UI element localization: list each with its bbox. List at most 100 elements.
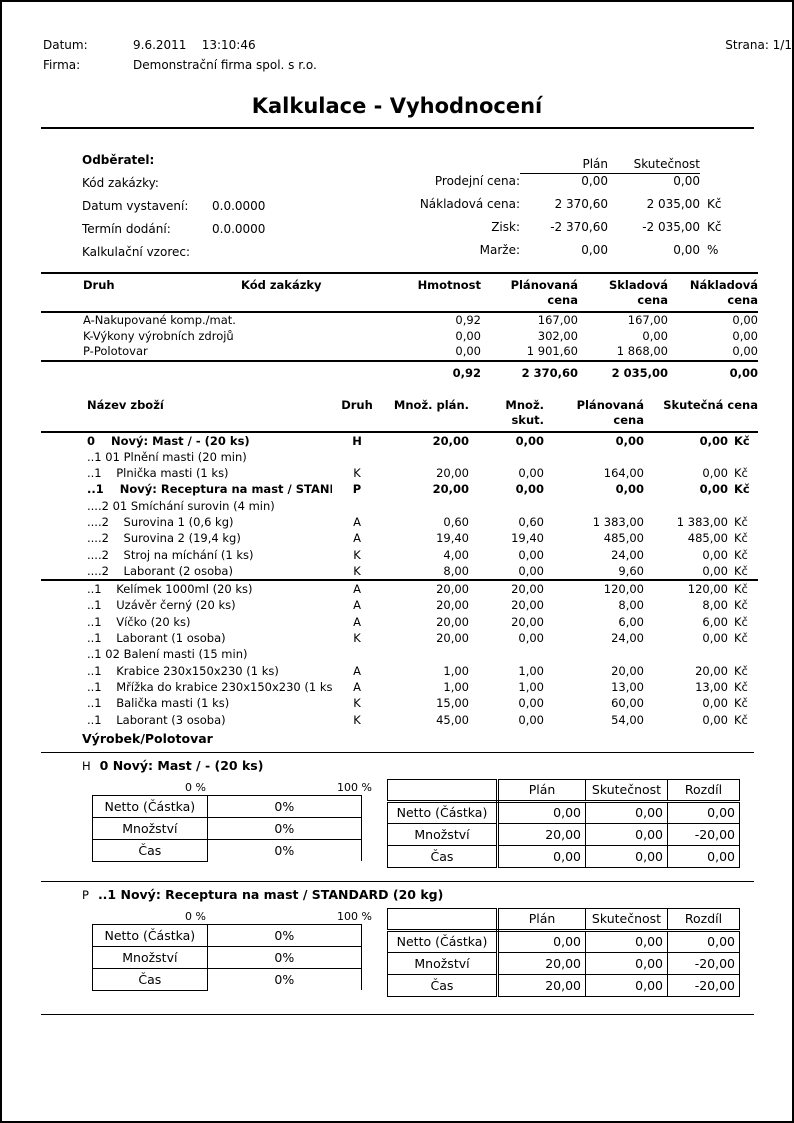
page-number: Strana: 1/1 [725,38,792,52]
comparison-header: Plán Skutečnost Rozdíl [387,778,740,803]
items-table-header: Název zboží Druh Množ. plán. Množ. skut.… [41,394,758,433]
company-label: Firma: [43,58,81,72]
progress-table: Netto (Částka) 0% Množství 0% Čas 0% [92,923,363,991]
table-row: ..1 Plnička masti (1 ks) K 20,00 0,00 164,00… [87,466,748,481]
col-mnoz-skut: Množ. skut. [469,394,544,433]
margin-row: Marže: 0,00 0,00 % [479,243,719,257]
company-row: Firma: Demonstrační firma spol. s r.o. [43,58,317,78]
table-row: Čas 20,00 0,00 -20,00 [387,973,740,997]
col-plan: Plán [497,778,586,803]
table-row: K-Výkony výrobních zdrojů 0,00 302,00 0,… [83,328,758,343]
summary-right: Plán Skutečnost Prodejní cena: 0,00 0,00… [341,153,754,268]
table-row: Množství 0% [92,945,363,969]
date-label: Datum: [43,38,88,52]
date-row: Datum: 9.6.2011 13:10:46 [43,38,317,58]
col-skutecnost: Skutečnost [585,907,668,932]
col-planovana-cena: Plánovaná cena [544,394,644,433]
col-plan: Plán [497,907,586,932]
product-section-header: P ..1 Nový: Receptura na mast / STANDARD … [82,887,754,905]
table-row: P-Polotovar 0,00 1 901,60 1 868,00 0,00 [83,344,758,358]
page-title: Kalkulace - Vyhodnocení [251,94,543,118]
table-row: ..1 01 Plnění masti (20 min) [87,449,247,464]
product-section-body: 0 % 100 % Netto (Částka) 0% Množství 0% Čas… [92,778,754,868]
table-row: A-Nakupované komp./mat. 0,92 167,00 167,… [83,313,758,327]
bottom-divider [41,1013,754,1015]
scale-min-label: 0 % [185,909,206,923]
col-nakladova-cena: Nákladová cena [668,273,758,313]
report-header-left: Datum: 9.6.2011 13:10:46 Firma: Demonstr… [43,38,317,78]
scale-max-label: 100 % [337,780,372,794]
table-row: ..1 Krabice 230x150x230 (1 ks) A 1,00 1,00 2… [87,663,748,678]
col-kod-zakazky: Kód zakázky [241,273,351,313]
table-row: ..1 Balička masti (1 ks) K 15,00 0,00 60,00 0… [87,696,748,711]
report-header: Datum: 9.6.2011 13:10:46 Firma: Demonstr… [2,2,792,78]
progress-block: 0 % 100 % Netto (Částka) 0% Množství 0% Čas… [92,779,372,868]
table-row: ..1 Uzávěr černý (20 ks) A 20,00 20,00 8,00 8… [87,598,748,613]
table-row: Netto (Částka) 0% [92,923,363,947]
summary-left: Odběratel: Kód zakázky: Datum vystavení:… [41,153,341,268]
progress-block: 0 % 100 % Netto (Částka) 0% Množství 0% Čas… [92,908,372,997]
scale-min-label: 0 % [185,780,206,794]
company-value: Demonstrační firma spol. s r.o. [133,58,317,72]
delivery-date-label: Termín dodání: [82,222,171,236]
table-row: Netto (Částka) 0,00 0,00 0,00 [387,929,740,953]
product-title: ..1 Nový: Receptura na mast / STANDARD (… [97,886,444,902]
table-row: ....2 Stroj na míchání (1 ks) K 4,00 0,00 24… [87,547,748,562]
col-druh: Druh [332,394,382,433]
progress-bar: 0% [206,923,363,947]
progress-scale: 0 % 100 % [92,908,372,924]
table-row: ..1 Víčko (20 ks) A 20,00 20,00 6,00 6,00 Kč [87,614,748,629]
col-skutecnost: Skutečnost [585,778,668,803]
formula-label: Kalkulační vzorec: [82,245,191,259]
col-hmotnost: Hmotnost [351,273,481,313]
product-section-body: 0 % 100 % Netto (Částka) 0% Množství 0% Čas… [92,907,754,997]
col-planovana-cena: Plánovaná cena [481,273,578,313]
col-rozdil: Rozdíl [667,778,740,803]
title-divider [41,127,754,129]
table-row: ..1 Laborant (3 osoba) K 45,00 0,00 54,00 0,0… [87,712,748,727]
progress-bar: 0% [206,816,363,840]
delivery-date-value: 0.0.0000 [212,222,266,236]
plan-column-header: Plán [520,157,608,174]
progress-bar: 0% [206,945,363,969]
type-table-total-row: 0,92 2 370,60 2 035,00 0,00 [41,359,758,382]
progress-bar: 0% [206,967,363,991]
table-row: ..1 Nový: Receptura na mast / STANDA P 20,… [87,482,750,497]
table-row: Množství 20,00 0,00 -20,00 [387,951,740,975]
section-divider [41,751,754,753]
comparison-header: Plán Skutečnost Rozdíl [387,907,740,932]
actual-column-header: Skutečnost [608,157,700,174]
table-row: Čas 0,00 0,00 0,00 [387,844,740,868]
cost-price-row: Nákladová cena: 2 370,60 2 035,00 Kč [419,197,722,211]
product-type-code: H [82,758,91,773]
progress-bar: 0% [206,794,363,818]
product-section-header: H 0 Nový: Mast / - (20 ks) [82,758,754,776]
table-row: ....2 Surovina 1 (0,6 kg) A 0,60 0,60 1 383,… [87,514,748,529]
customer-label: Odběratel: [82,153,155,167]
product-type-code: P [82,887,89,902]
table-row: ..1 Laborant (1 osoba) K 20,00 0,00 24,00 0,0… [87,631,748,646]
col-skladova-cena: Skladová cena [578,273,668,313]
table-row: ....2 Laborant (2 osoba) K 8,00 0,00 9,60 0,0… [41,562,758,582]
col-rozdil: Rozdíl [667,907,740,932]
issue-date-value: 0.0.0000 [212,199,266,213]
date-value: 9.6.2011 13:10:46 [133,38,256,52]
progress-scale: 0 % 100 % [92,779,372,795]
table-row: Netto (Částka) 0% [92,794,363,818]
col-skutecna-cena: Skutečná cena [644,394,758,433]
col-nazev-zbozi: Název zboží [41,394,332,433]
product-title: 0 Nový: Mast / - (20 ks) [99,757,264,773]
comparison-table: Plán Skutečnost Rozdíl Netto (Částka) 0,0… [387,778,740,868]
summary-columns-header: Plán Skutečnost [341,153,754,174]
type-table-header: Druh Kód zakázky Hmotnost Plánovaná cena… [41,273,758,313]
table-row: ....2 01 Smíchání surovin (4 min) [87,498,275,513]
progress-table: Netto (Částka) 0% Množství 0% Čas 0% [92,794,363,862]
table-row: Množství 20,00 0,00 -20,00 [387,822,740,846]
table-row: ..1 02 Balení masti (15 min) [87,647,248,662]
summary-block: Odběratel: Kód zakázky: Datum vystavení:… [41,153,754,268]
col-druh: Druh [41,273,241,313]
items-table: Název zboží Druh Množ. plán. Množ. skut.… [41,394,758,728]
issue-date-label: Datum vystavení: [82,199,189,213]
table-row: ..1 Kelímek 1000ml (20 ks) A 20,00 20,00 120… [87,582,748,597]
